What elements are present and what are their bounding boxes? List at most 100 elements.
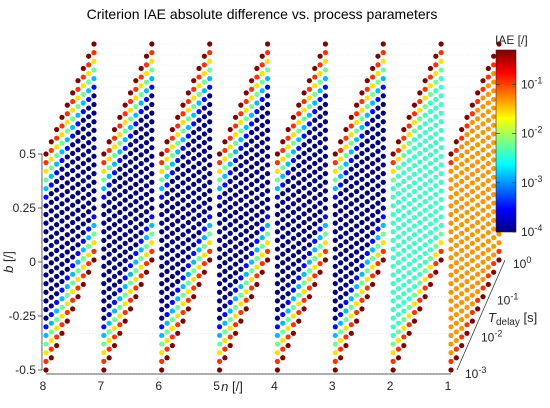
data-point (122, 145, 128, 151)
data-point (448, 168, 454, 174)
data-point (117, 313, 123, 319)
data-point (375, 70, 381, 77)
data-point (86, 53, 92, 59)
data-point (122, 214, 128, 221)
data-point (175, 218, 181, 224)
data-point (480, 78, 486, 84)
data-point (91, 188, 97, 194)
data-point (306, 95, 313, 101)
data-point (48, 251, 54, 257)
data-point (191, 78, 197, 84)
data-point (453, 216, 459, 223)
data-point (343, 161, 349, 167)
data-point (475, 228, 481, 234)
data-point (380, 222, 386, 229)
data-point (101, 263, 107, 269)
data-point (469, 162, 475, 169)
data-point (317, 79, 323, 85)
data-point (469, 171, 475, 177)
data-point (48, 208, 54, 214)
data-point (332, 255, 338, 261)
data-point (164, 260, 170, 266)
data-point (469, 283, 475, 290)
data-point (143, 200, 150, 206)
data-point (196, 91, 202, 97)
data-point (75, 199, 81, 205)
data-point (375, 235, 381, 241)
data-point (411, 111, 418, 117)
data-point (243, 124, 249, 131)
data-point (111, 282, 118, 288)
data-point (101, 237, 107, 243)
data-point (207, 171, 213, 177)
data-point (480, 199, 486, 205)
data-point (485, 195, 491, 201)
data-point (364, 259, 370, 265)
data-point (401, 187, 407, 193)
data-point (59, 313, 65, 319)
data-point (91, 171, 97, 177)
data-point (312, 65, 318, 72)
data-point (191, 86, 197, 92)
data-point (370, 273, 376, 279)
data-point (354, 232, 360, 238)
data-point (438, 162, 444, 168)
data-point (75, 207, 81, 213)
data-point (80, 117, 86, 123)
data-point (480, 259, 486, 265)
data-point (238, 214, 244, 221)
data-point (485, 212, 491, 218)
data-point (143, 235, 150, 241)
data-point (80, 83, 86, 89)
data-point (59, 114, 65, 120)
data-point (469, 119, 475, 125)
data-point (427, 204, 434, 210)
data-point (48, 346, 54, 352)
data-point (433, 70, 439, 77)
data-point (280, 251, 286, 257)
data-point (238, 128, 244, 134)
data-point (401, 161, 407, 167)
data-point (312, 117, 318, 123)
data-point (248, 233, 255, 239)
data-point (411, 180, 418, 186)
data-point (491, 252, 497, 258)
data-point (427, 100, 434, 106)
data-point (343, 273, 349, 280)
data-point (480, 250, 486, 257)
data-point (185, 98, 191, 105)
data-point (86, 70, 92, 77)
data-point (491, 217, 497, 223)
data-point (359, 228, 365, 234)
data-point (480, 173, 486, 179)
data-point (459, 265, 465, 271)
data-point (359, 185, 365, 191)
data-point (259, 174, 265, 180)
data-point (348, 296, 354, 302)
data-point (469, 301, 475, 307)
data-point (301, 228, 307, 234)
data-point (248, 164, 255, 170)
data-point (417, 297, 423, 303)
data-point (43, 272, 49, 278)
data-point (64, 266, 70, 272)
data-point (306, 173, 313, 179)
data-point (438, 119, 444, 125)
data-point (127, 228, 134, 234)
data-point (417, 263, 423, 269)
data-point (164, 311, 170, 318)
data-point (48, 199, 54, 205)
data-point (422, 250, 428, 257)
data-point (117, 235, 123, 241)
data-point (427, 134, 434, 141)
data-point (411, 292, 418, 298)
data-point (175, 132, 181, 138)
data-point (143, 114, 150, 120)
data-point (390, 298, 396, 304)
data-point (64, 249, 70, 255)
data-point (75, 233, 81, 239)
data-point (164, 208, 170, 214)
data-point (296, 188, 302, 195)
data-point (322, 110, 329, 116)
